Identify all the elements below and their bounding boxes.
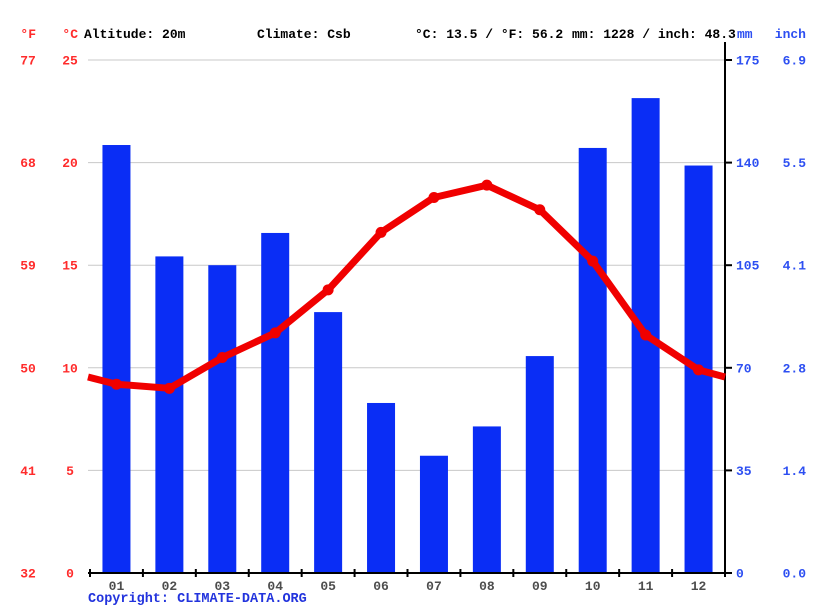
month-label-03: 03 <box>214 579 230 594</box>
precipitation-bar-04 <box>261 232 290 573</box>
temperature-point-08 <box>481 179 493 191</box>
celsius-tick-label: 20 <box>62 156 78 171</box>
inch-tick-label: 6.9 <box>783 54 807 69</box>
celsius-tick-label: 5 <box>66 464 74 479</box>
month-label-05: 05 <box>320 579 336 594</box>
mm-tick-label: 0 <box>736 567 744 582</box>
temperature-point-11 <box>640 329 652 341</box>
mm-tick-label: 70 <box>736 361 752 376</box>
inch-axis-title: inch <box>774 27 806 42</box>
fahrenheit-tick-label: 32 <box>20 567 36 582</box>
month-label-02: 02 <box>162 579 178 594</box>
climate-data-org-link[interactable]: CLIMATE-DATA.ORG <box>177 592 307 607</box>
celsius-axis-title: °C <box>62 27 78 42</box>
inch-tick-label: 5.5 <box>783 156 807 171</box>
mm-tick-label: 35 <box>736 464 752 479</box>
copyright-line: Copyright: CLIMATE-DATA.ORG <box>88 592 307 607</box>
month-label-01: 01 <box>109 579 125 594</box>
precipitation-bar-08 <box>472 426 501 573</box>
temperature-point-07 <box>428 191 440 203</box>
month-label-12: 12 <box>691 579 707 594</box>
copyright-prefix: Copyright: <box>88 592 178 607</box>
celsius-tick-label: 0 <box>66 567 74 582</box>
temperature-point-03 <box>216 352 228 364</box>
inch-tick-label: 1.4 <box>783 464 807 479</box>
precipitation-bar-03 <box>208 265 237 573</box>
month-label-07: 07 <box>426 579 442 594</box>
fahrenheit-tick-label: 59 <box>20 259 36 274</box>
celsius-tick-label: 10 <box>62 361 78 376</box>
inch-tick-label: 2.8 <box>783 361 807 376</box>
month-label-09: 09 <box>532 579 548 594</box>
month-label-06: 06 <box>373 579 389 594</box>
temperature-line <box>87 181 726 392</box>
altitude-label: Altitude: 20m <box>84 27 186 42</box>
precipitation-bar-01 <box>102 145 131 574</box>
precipitation-bar-09 <box>525 356 554 573</box>
precipitation-bar-10 <box>578 147 607 573</box>
celsius-tick-label: 25 <box>62 54 78 69</box>
fahrenheit-tick-label: 41 <box>20 464 36 479</box>
temperature-point-06 <box>375 226 387 238</box>
climate-type-label: Climate: Csb <box>257 27 351 42</box>
temperature-point-10 <box>587 255 599 267</box>
inch-tick-label: 0.0 <box>783 567 807 582</box>
precipitation-bar-07 <box>419 455 448 573</box>
temperature-point-09 <box>534 204 546 216</box>
precipitation-total-label: mm: 1228 / inch: 48.3 <box>572 27 736 42</box>
month-label-10: 10 <box>585 579 601 594</box>
fahrenheit-tick-label: 68 <box>20 156 36 171</box>
mm-tick-label: 140 <box>736 156 760 171</box>
temperature-point-05 <box>322 284 334 296</box>
month-label-08: 08 <box>479 579 495 594</box>
mm-tick-label: 105 <box>736 259 760 274</box>
fahrenheit-tick-label: 77 <box>20 54 36 69</box>
fahrenheit-axis-title: °F <box>20 27 36 42</box>
precipitation-bar-05 <box>314 312 343 573</box>
temperature-point-04 <box>269 327 281 339</box>
celsius-tick-label: 15 <box>62 259 78 274</box>
precipitation-bar-02 <box>155 256 184 573</box>
mm-tick-label: 175 <box>736 54 760 69</box>
precipitation-bar-06 <box>367 402 396 573</box>
inch-tick-label: 4.1 <box>783 259 807 274</box>
temperature-point-01 <box>110 378 122 390</box>
temperature-point-02 <box>163 382 175 394</box>
temperature-point-12 <box>693 364 705 376</box>
mm-axis-title: mm <box>737 27 753 42</box>
average-temperature-label: °C: 13.5 / °F: 56.2 <box>415 27 564 42</box>
month-label-11: 11 <box>638 579 654 594</box>
month-label-04: 04 <box>267 579 283 594</box>
fahrenheit-tick-label: 50 <box>20 361 36 376</box>
